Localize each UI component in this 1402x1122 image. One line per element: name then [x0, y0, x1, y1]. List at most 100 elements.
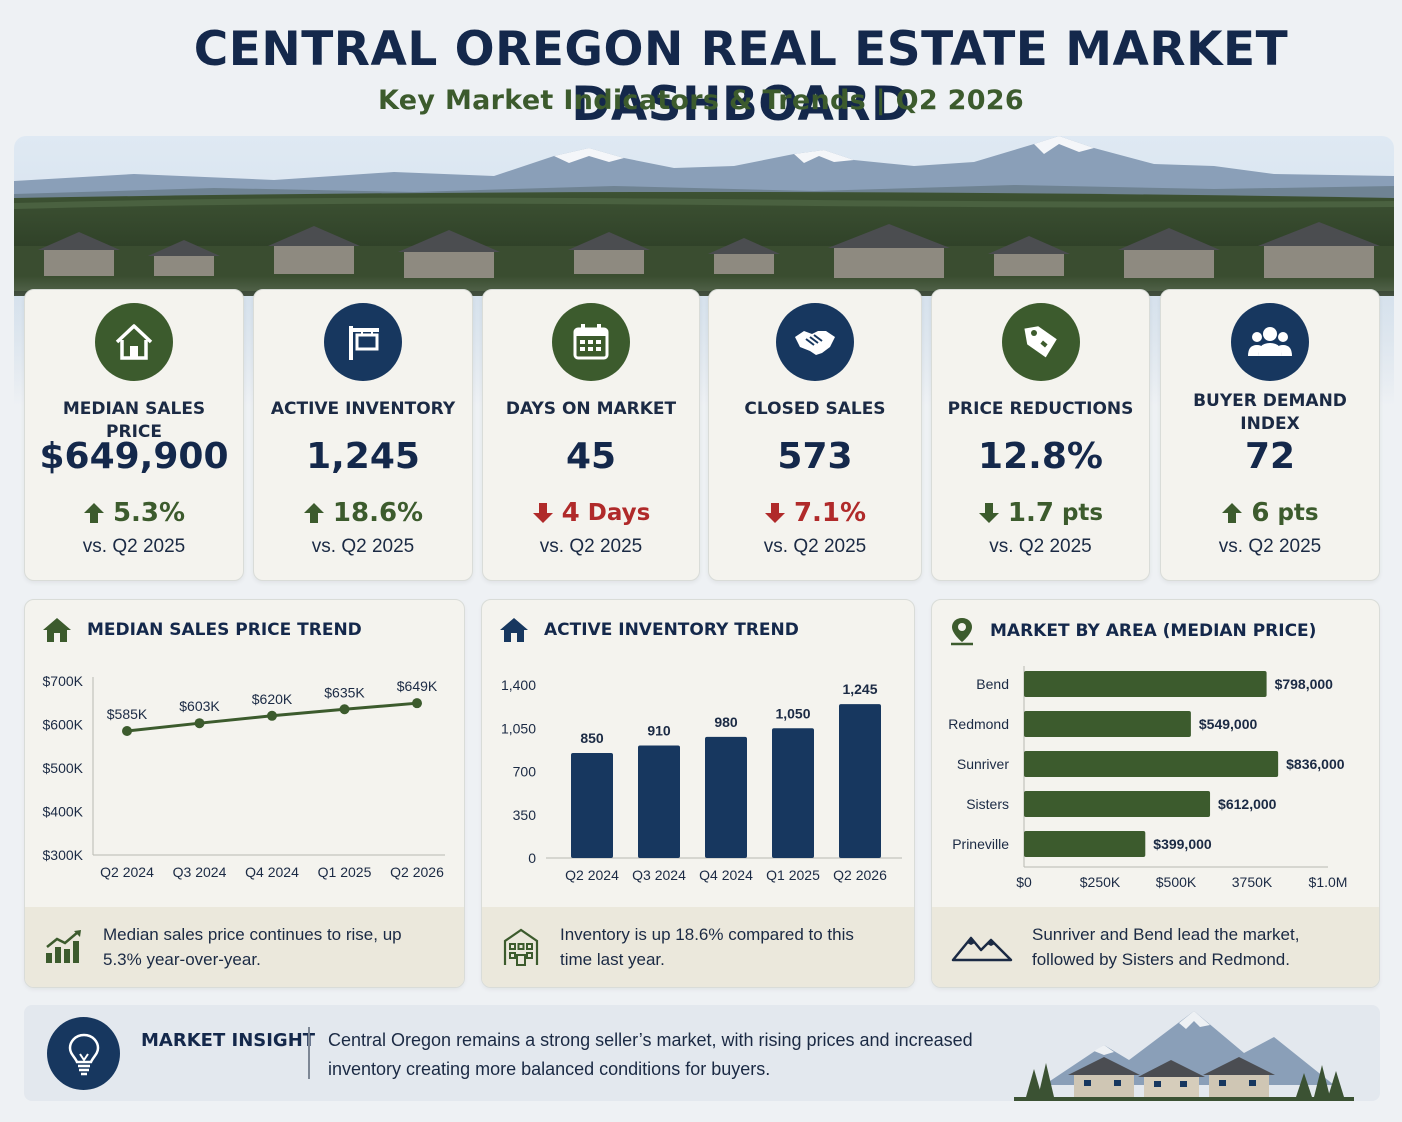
panel-market-by-area: Bend $798,000 Redmond $549,000 Sunriver $836,…	[931, 599, 1380, 988]
category-label: Bend	[976, 676, 1009, 692]
kpi-change-value: 6	[1251, 498, 1270, 528]
arrow-down-icon	[764, 503, 785, 523]
kpi-comparison: vs. Q2 2025	[311, 536, 415, 557]
data-label: $603K	[179, 698, 220, 714]
y-tick-label: 0	[528, 850, 536, 866]
data-point	[412, 698, 422, 709]
kpi-card-median-sales-price: MEDIAN SALES PRICE $649,900 5.3% vs. Q2 …	[24, 289, 244, 581]
line-chart: $300K $400K $500K $600K $700K Q2 2024 Q3 2024 Q…	[43, 673, 445, 880]
data-point	[339, 704, 350, 715]
y-tick-label: 1,050	[501, 720, 536, 736]
data-label: $620K	[252, 691, 293, 707]
page-title: CENTRAL OREGON REAL ESTATE MARKET DASHBO…	[193, 22, 1289, 132]
x-tick-label: $0	[1016, 874, 1032, 890]
data-label: 1,245	[842, 681, 877, 697]
x-tick-label: Q4 2024	[245, 864, 299, 880]
kpi-card-price-reductions: PRICE REDUCTIONS 12.8% 1.7 pts vs. Q2 202…	[931, 289, 1150, 581]
data-label: $635K	[324, 684, 365, 700]
kpi-comparison: vs. Q2 2025	[1218, 536, 1322, 557]
kpi-value: $649,900	[39, 436, 229, 477]
page-subtitle: Key Market Indicators & Trends | Q2 2026	[378, 85, 1024, 116]
users-icon	[1231, 303, 1309, 381]
growth-chart-icon	[46, 930, 81, 963]
y-tick-label: $500K	[43, 760, 84, 776]
x-tick-label: Q2 2024	[100, 864, 154, 880]
y-tick-label: 1,400	[501, 677, 536, 693]
y-tick-label: 700	[513, 764, 537, 780]
kpi-value: 1,245	[306, 436, 420, 477]
bar	[1024, 711, 1191, 737]
arrow-up-icon	[303, 503, 324, 523]
panel-title: MARKET BY AREA (MEDIAN PRICE)	[990, 621, 1317, 641]
data-label: 910	[647, 723, 671, 739]
y-tick-label: $600K	[43, 717, 84, 733]
y-tick-label: 350	[513, 807, 537, 823]
data-label: $585K	[107, 706, 148, 722]
x-tick-label: $1.0M	[1309, 874, 1348, 890]
kpi-card-closed-sales: CLOSED SALES 573 7.1% vs. Q2 2025	[708, 289, 922, 581]
kpi-value: 45	[565, 436, 617, 477]
category-label: Prineville	[952, 836, 1009, 852]
category-label: Sunriver	[957, 756, 1009, 772]
horizontal-bar-chart: Bend $798,000 Redmond $549,000 Sunriver $836,…	[948, 666, 1348, 890]
data-label: $399,000	[1153, 836, 1212, 852]
bar	[638, 745, 680, 858]
x-tick-label: Q1 2025	[766, 867, 820, 883]
kpi-change: 1.7 pts	[932, 498, 1149, 528]
handshake-icon	[776, 303, 854, 381]
kpi-change: 18.6%	[254, 498, 472, 528]
kpi-value: 12.8%	[978, 436, 1103, 477]
insight-text: Central Oregon remains a strong seller’s…	[328, 1030, 973, 1079]
category-label: Redmond	[948, 716, 1009, 732]
kpi-label: DAYS ON MARKET	[505, 399, 677, 419]
panel-note: Sunriver and Bend lead the market, follo…	[932, 907, 1379, 987]
data-label: 1,050	[775, 705, 810, 721]
panel-note-text: Inventory is up 18.6% compared to this t…	[560, 925, 854, 969]
house-icon	[500, 618, 528, 642]
house-icon	[43, 618, 71, 642]
data-point	[267, 710, 277, 721]
arrow-up-icon	[83, 503, 104, 523]
bar	[1024, 671, 1267, 697]
panel-inventory-trend: 0 350 700 1,050 1,400 850 Q2 2024 910 Q3 2024 980…	[481, 599, 915, 988]
kpi-label: PRICE REDUCTIONS	[947, 399, 1134, 419]
x-tick-label: Q2 2026	[833, 867, 887, 883]
x-tick-label: Q4 2024	[699, 867, 753, 883]
kpi-change-value: 18.6%	[332, 498, 424, 528]
kpi-change-unit: pts	[1061, 500, 1104, 526]
y-tick-label: $300K	[43, 847, 84, 863]
kpi-card-active-inventory: ACTIVE INVENTORY 1,245 18.6% vs. Q2 2025	[253, 289, 473, 581]
divider	[308, 1027, 310, 1079]
x-tick-label: Q1 2025	[318, 864, 372, 880]
kpi-comparison: vs. Q2 2025	[82, 536, 186, 557]
market-insight-banner: MARKET INSIGHT Central Oregon remains a …	[24, 1005, 1380, 1101]
kpi-change: 6 pts	[1161, 498, 1379, 528]
x-tick-label: Q2 2024	[565, 867, 619, 883]
kpi-comparison: vs. Q2 2025	[763, 536, 867, 557]
y-tick-label: $700K	[43, 673, 84, 689]
data-label: 980	[714, 714, 738, 730]
kpi-change-unit: pts	[1277, 500, 1319, 526]
y-tick-label: $400K	[43, 804, 84, 820]
arrow-down-icon	[978, 503, 999, 523]
data-point	[194, 718, 205, 729]
kpi-change-value: 7.1%	[793, 498, 867, 528]
panel-note: Median sales price continues to rise, up…	[25, 907, 464, 987]
x-tick-label: Q3 2024	[173, 864, 227, 880]
x-tick-label: $500K	[1156, 874, 1197, 890]
kpi-card-days-on-market: DAYS ON MARKET 45 4 Days vs. Q2 2025	[482, 289, 700, 581]
kpi-change-value: 1.7	[1007, 498, 1054, 528]
bar	[1024, 831, 1146, 857]
building-icon	[503, 928, 539, 966]
panel-title: ACTIVE INVENTORY TREND	[544, 620, 799, 640]
calendar-icon	[552, 303, 630, 381]
kpi-change: 4 Days	[483, 498, 699, 528]
kpi-change-value: 4	[561, 498, 580, 528]
mountains-icon	[951, 936, 1013, 962]
kpi-value: 72	[1244, 436, 1296, 477]
price-tag-icon	[1001, 303, 1080, 381]
kpi-change: 7.1%	[709, 498, 921, 528]
kpi-label: ACTIVE INVENTORY	[270, 399, 456, 419]
kpi-comparison: vs. Q2 2025	[989, 536, 1092, 557]
kpi-label: BUYER DEMAND INDEX	[1193, 391, 1347, 434]
